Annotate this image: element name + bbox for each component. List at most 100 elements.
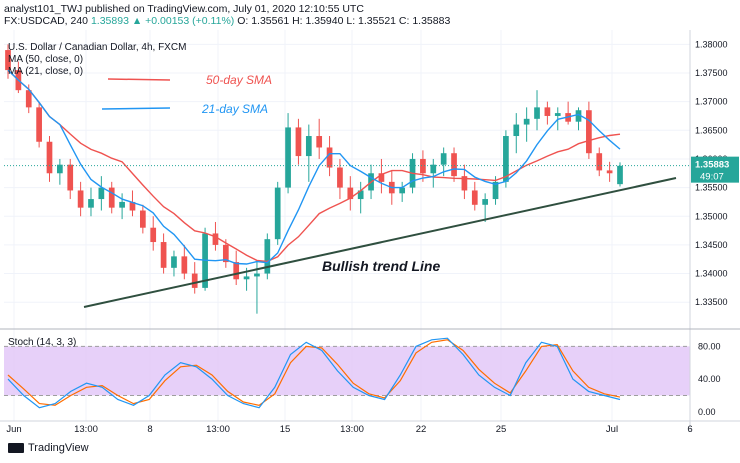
x-tick-label: 13:00 <box>340 424 364 435</box>
candle-body <box>98 187 105 200</box>
candle-body <box>492 181 499 200</box>
candle-body <box>534 107 540 119</box>
y-tick-label: 1.34500 <box>695 240 728 250</box>
x-tick-label: 13:00 <box>74 424 98 435</box>
x-tick-label: 25 <box>496 424 507 435</box>
candle-body <box>233 262 240 280</box>
candle-body <box>544 107 551 116</box>
sma50-annotation: 50-day SMA <box>206 73 272 87</box>
candle-body <box>316 136 323 148</box>
candle-body <box>575 110 582 122</box>
candle-body <box>430 164 437 174</box>
stoch-y-tick-label: 40.00 <box>698 374 721 384</box>
candle-body <box>254 273 260 277</box>
publisher-line: analyst101_TWJ published on TradingView.… <box>4 3 364 15</box>
y-tick-label: 1.35500 <box>695 183 728 193</box>
x-tick-label: 15 <box>280 424 291 435</box>
stoch-y-tick-label: 80.00 <box>698 341 721 351</box>
x-tick-label: 13:00 <box>206 424 230 435</box>
candle-body <box>181 256 188 274</box>
y-tick-label: 1.33500 <box>695 297 728 307</box>
y-tick-label: 1.37000 <box>695 97 728 107</box>
candle-body <box>451 153 457 177</box>
y-tick-label: 1.35000 <box>695 211 728 221</box>
candle-body <box>420 158 426 174</box>
y-tick-label: 1.37500 <box>695 68 728 78</box>
legend-entry: MA (50, close, 0) <box>8 54 83 65</box>
candle-body <box>160 242 167 268</box>
candle-body <box>57 164 63 174</box>
candle-body <box>378 173 385 182</box>
candle-body <box>305 136 312 157</box>
y-tick-label: 1.38000 <box>695 39 728 49</box>
trendline-annotation: Bullish trend Line <box>322 258 440 274</box>
stoch-d-line <box>7 339 621 406</box>
candle-body <box>222 244 229 263</box>
candle-body <box>471 190 478 205</box>
stoch-y-tick-label: 0.00 <box>698 407 716 417</box>
candle-body <box>347 187 354 200</box>
stoch-title: Stoch (14, 3, 3) <box>8 337 76 348</box>
stoch-band <box>4 346 690 396</box>
candle-body <box>150 227 157 243</box>
candle-body <box>119 201 125 208</box>
candle-body <box>337 167 343 188</box>
candle-body <box>357 190 364 200</box>
x-tick-label: 22 <box>416 424 427 435</box>
candle-body <box>606 170 613 174</box>
bullish-trend-line <box>83 177 677 308</box>
candle-body <box>596 153 603 171</box>
countdown-label: 49:07 <box>700 172 724 183</box>
candle-body <box>617 165 623 185</box>
x-tick-label: 6 <box>687 424 692 435</box>
last-price: 1.35893 <box>90 15 129 27</box>
brand-label: TradingView <box>28 442 89 454</box>
candle-body <box>77 190 84 208</box>
x-tick-label: Jun <box>6 424 21 435</box>
sma50-annotation-line <box>107 78 171 81</box>
candle-body <box>274 187 281 240</box>
chart-title: U.S. Dollar / Canadian Dollar, 4h, FXCM <box>8 42 186 53</box>
candle-body <box>285 127 291 188</box>
candle-body <box>513 124 520 137</box>
candle-body <box>88 199 94 208</box>
symbol-label: FX:USDCAD, 240 <box>4 15 89 27</box>
candle-body <box>191 273 198 288</box>
current-price-badge <box>691 156 739 183</box>
candle-body <box>523 118 530 125</box>
candle-body <box>586 110 592 154</box>
footer[interactable]: TradingView <box>8 442 89 454</box>
candle-body <box>243 276 250 280</box>
candle-body <box>399 187 406 194</box>
y-tick-label: 1.34000 <box>695 269 728 279</box>
candle-body <box>139 210 146 228</box>
candle-body <box>36 107 42 142</box>
legend-entry: MA (21, close, 0) <box>8 66 83 77</box>
sma21-line <box>7 69 621 265</box>
candle-body <box>503 136 509 182</box>
candle-body <box>264 239 271 274</box>
candle-body <box>482 199 489 205</box>
x-tick-label: 8 <box>147 424 152 435</box>
stoch-k-line <box>7 337 621 409</box>
sma21-annotation-line <box>101 107 171 110</box>
sma21-annotation: 21-day SMA <box>201 102 268 116</box>
candle-body <box>326 147 333 168</box>
candle-body <box>440 153 447 165</box>
price-change: ▲ +0.00153 (+0.11%) <box>131 15 235 27</box>
candle-body <box>25 90 32 108</box>
candle-body <box>295 127 302 157</box>
candle-body <box>5 50 11 71</box>
candle-body <box>129 201 136 211</box>
candle-body <box>212 233 219 245</box>
y-tick-label: 1.36500 <box>695 125 728 135</box>
candle-body <box>554 113 561 116</box>
candle-body <box>461 176 468 191</box>
symbol-line: FX:USDCAD, 240 1.35893 ▲ +0.00153 (+0.11… <box>4 15 450 27</box>
candle-body <box>108 187 115 208</box>
candle-body <box>171 256 177 268</box>
tradingview-logo-icon <box>8 443 24 453</box>
ohlc-values: O: 1.35561 H: 1.35940 L: 1.35521 C: 1.35… <box>237 15 451 27</box>
x-tick-label: Jul <box>606 424 618 435</box>
